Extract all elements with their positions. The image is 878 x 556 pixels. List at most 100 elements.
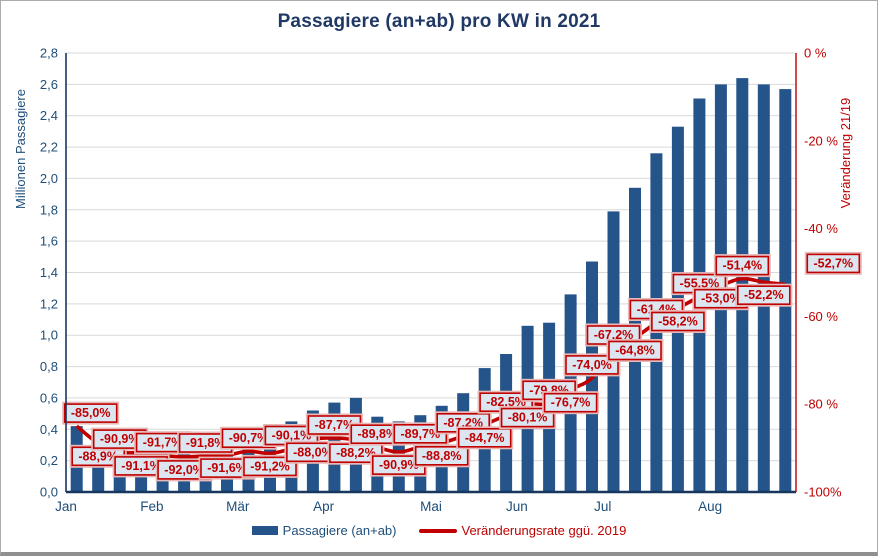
data-label-halo bbox=[735, 283, 793, 307]
data-label-text: -52,7% bbox=[813, 256, 853, 270]
data-label: -74,0% bbox=[563, 353, 621, 377]
data-label: -76,7% bbox=[542, 391, 600, 415]
x-axis-month-label: Apr bbox=[313, 499, 335, 514]
data-label-halo bbox=[241, 454, 299, 478]
data-label: -52,7% bbox=[804, 251, 862, 275]
data-label-text: -53,0% bbox=[701, 292, 741, 306]
data-label-text: -91,7% bbox=[143, 436, 183, 450]
data-label: -85,0% bbox=[62, 401, 120, 425]
data-label: -89,8% bbox=[348, 422, 406, 446]
x-axis-month-label: Jun bbox=[506, 499, 528, 514]
data-label: -64,8% bbox=[606, 339, 664, 362]
data-label-text: -89,7% bbox=[400, 427, 440, 441]
data-label-halo bbox=[542, 391, 600, 415]
x-axis-month-label: Mai bbox=[420, 499, 442, 514]
data-label-box bbox=[457, 427, 512, 448]
y-axis-left-tick-label: 0,2 bbox=[40, 453, 58, 468]
y-axis-right-tick-label: -80 % bbox=[804, 397, 838, 412]
data-label-text: -55,5% bbox=[680, 277, 720, 291]
data-label: -80,1% bbox=[499, 406, 557, 430]
data-label: -90,7% bbox=[220, 426, 277, 450]
data-label: -87,7% bbox=[305, 413, 363, 437]
data-label-text: -58,2% bbox=[658, 315, 698, 329]
data-label: -91,2% bbox=[241, 454, 299, 478]
y-axis-right-tick-label: -40 % bbox=[804, 221, 838, 236]
data-label-text: -90,7% bbox=[229, 431, 269, 445]
data-label-box bbox=[543, 392, 598, 413]
data-label-text: -88,9% bbox=[78, 449, 118, 463]
data-label-box bbox=[806, 253, 861, 274]
data-label-text: -90,9% bbox=[100, 432, 140, 446]
data-label: -88,2% bbox=[327, 441, 385, 465]
data-label-halo bbox=[456, 426, 514, 450]
x-axis-month-label: Aug bbox=[698, 499, 722, 514]
data-label-text: -91,1% bbox=[121, 459, 161, 473]
data-label-text: -89,8% bbox=[357, 427, 397, 441]
y-axis-left-tick-label: 0,4 bbox=[40, 422, 58, 437]
y-axis-left-tick-label: 1,8 bbox=[40, 202, 58, 217]
data-label-halo bbox=[563, 353, 621, 377]
y-axis-left-title: Millionen Passagiere bbox=[13, 89, 28, 209]
y-axis-left-tick-label: 2,4 bbox=[40, 108, 58, 123]
legend-item-passagiere: Passagiere (an+ab) bbox=[251, 523, 397, 538]
data-label-halo bbox=[606, 339, 664, 362]
legend-bar-swatch-icon bbox=[251, 526, 278, 535]
data-label-box bbox=[651, 311, 705, 332]
data-label-halo bbox=[62, 401, 120, 425]
legend-item-veraenderungsrate: Veränderungsrate ggü. 2019 bbox=[418, 523, 627, 538]
data-label-text: -64,8% bbox=[615, 344, 655, 358]
data-label-text: -84,7% bbox=[465, 431, 505, 445]
data-label: -84,7% bbox=[456, 426, 514, 450]
data-label-text: -92,0% bbox=[164, 463, 204, 477]
y-axis-left-tick-label: 2,0 bbox=[40, 171, 58, 186]
y-axis-left-tick-label: 0,0 bbox=[40, 485, 58, 500]
data-label-text: -74,0% bbox=[572, 358, 612, 372]
data-label-halo bbox=[713, 254, 771, 278]
legend-line-swatch-icon bbox=[418, 528, 457, 533]
data-label-text: -88,0% bbox=[293, 445, 333, 459]
data-label: -91,8% bbox=[177, 431, 235, 455]
data-label-text: -51,4% bbox=[722, 259, 762, 273]
x-axis-month-label: Feb bbox=[140, 499, 163, 514]
legend-label: Veränderungsrate ggü. 2019 bbox=[461, 523, 627, 538]
data-label-text: -87,7% bbox=[315, 418, 355, 432]
y-axis-right-tick-label: -60 % bbox=[804, 309, 838, 324]
data-label-text: -82,5% bbox=[486, 395, 526, 409]
data-label-text: -67,2% bbox=[594, 328, 634, 342]
data-label-text: -52,2% bbox=[744, 288, 784, 302]
data-label-text: -88,2% bbox=[336, 446, 376, 460]
x-axis-month-label: Jul bbox=[594, 499, 611, 514]
y-axis-right-tick-label: -100% bbox=[804, 485, 842, 500]
x-axis-month-label: Jan bbox=[55, 499, 77, 514]
data-label: -92,0% bbox=[155, 458, 213, 482]
data-label-text: -90,1% bbox=[272, 429, 312, 443]
data-label-text: -90,9% bbox=[379, 458, 419, 472]
data-label: -52,2% bbox=[735, 283, 793, 307]
data-label-halo bbox=[649, 310, 707, 333]
data-label: -90,9% bbox=[91, 427, 149, 451]
data-label-text: -88,8% bbox=[422, 449, 462, 463]
data-label: -88,8% bbox=[413, 444, 471, 468]
y-axis-left-tick-label: 0,8 bbox=[40, 359, 58, 374]
y-axis-left-tick-label: 0,6 bbox=[40, 390, 58, 405]
data-label-box bbox=[565, 355, 619, 375]
data-label-text: -85,0% bbox=[71, 406, 111, 420]
legend-label: Passagiere (an+ab) bbox=[282, 523, 397, 538]
data-label-box bbox=[736, 285, 791, 306]
data-label-box bbox=[414, 445, 469, 466]
y-axis-left-tick-label: 1,6 bbox=[40, 234, 58, 249]
data-label: -51,4% bbox=[713, 254, 771, 278]
x-axis-month-label: Mär bbox=[226, 499, 250, 514]
chart-legend: Passagiere (an+ab) Veränderungsrate ggü.… bbox=[1, 523, 877, 538]
data-label-box bbox=[715, 255, 770, 276]
data-label-halo bbox=[804, 251, 862, 275]
y-axis-right-tick-label: 0 % bbox=[804, 46, 827, 61]
data-label-text: -91,8% bbox=[186, 436, 226, 450]
data-label-halo bbox=[499, 406, 557, 430]
data-label-text: -76,7% bbox=[551, 396, 591, 410]
data-label-text: -91,2% bbox=[250, 459, 290, 473]
data-label-box bbox=[608, 340, 662, 361]
data-label-box bbox=[243, 456, 297, 477]
